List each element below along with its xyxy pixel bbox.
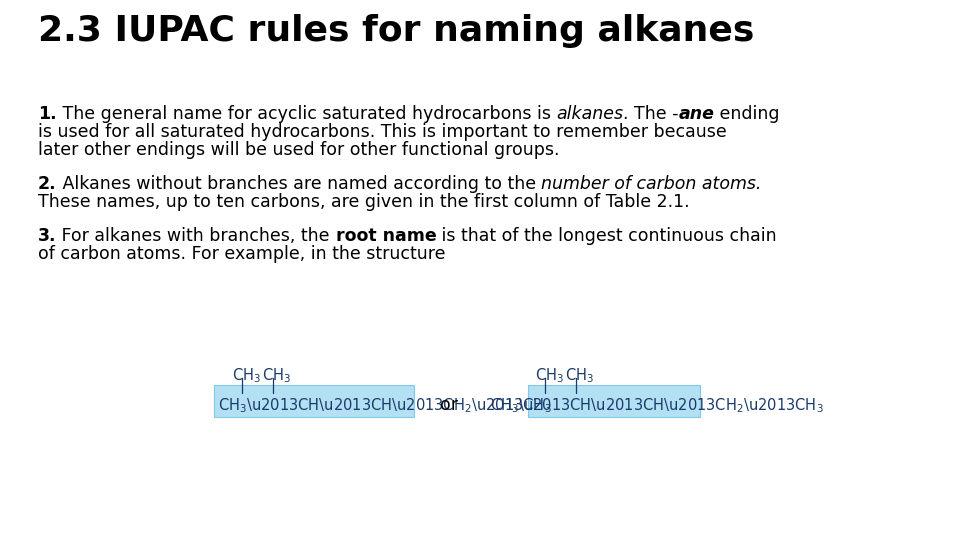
Text: CH$_3$: CH$_3$: [535, 366, 564, 384]
Text: is that of the longest continuous chain: is that of the longest continuous chain: [436, 227, 777, 245]
Text: For alkanes with branches, the: For alkanes with branches, the: [57, 227, 335, 245]
Text: CH$_3$: CH$_3$: [232, 366, 261, 384]
Text: The general name for acyclic saturated hydrocarbons is: The general name for acyclic saturated h…: [57, 105, 556, 123]
FancyBboxPatch shape: [214, 385, 414, 417]
Text: or: or: [440, 396, 458, 414]
Text: 2.3 IUPAC rules for naming alkanes: 2.3 IUPAC rules for naming alkanes: [38, 14, 755, 48]
Text: 2.: 2.: [38, 175, 57, 193]
Text: |: |: [573, 378, 578, 394]
Text: CH$_3$\u2013CH\u2013CH\u2013CH$_2$\u2013CH$_3$: CH$_3$\u2013CH\u2013CH\u2013CH$_2$\u2013…: [490, 396, 824, 415]
Text: |: |: [270, 378, 275, 394]
Text: 3.: 3.: [38, 227, 57, 245]
Text: |: |: [239, 378, 244, 394]
Text: ending: ending: [714, 105, 780, 123]
Text: . The -: . The -: [623, 105, 679, 123]
Text: ane: ane: [679, 105, 714, 123]
Text: CH$_3$\u2013CH\u2013CH\u2013CH$_2$\u2013CH$_3$: CH$_3$\u2013CH\u2013CH\u2013CH$_2$\u2013…: [218, 396, 552, 415]
Text: alkanes: alkanes: [556, 105, 623, 123]
Text: CH$_3$: CH$_3$: [565, 366, 594, 384]
Text: CH$_3$: CH$_3$: [262, 366, 291, 384]
Text: later other endings will be used for other functional groups.: later other endings will be used for oth…: [38, 141, 560, 159]
FancyBboxPatch shape: [528, 385, 700, 417]
Text: Alkanes without branches are named according to the: Alkanes without branches are named accor…: [57, 175, 541, 193]
Text: is used for all saturated hydrocarbons. This is important to remember because: is used for all saturated hydrocarbons. …: [38, 123, 727, 141]
Text: number of carbon atoms.: number of carbon atoms.: [541, 175, 761, 193]
Text: root name: root name: [335, 227, 436, 245]
Text: 1.: 1.: [38, 105, 57, 123]
Text: |: |: [542, 378, 547, 394]
Text: These names, up to ten carbons, are given in the first column of Table 2.1.: These names, up to ten carbons, are give…: [38, 193, 689, 211]
Text: of carbon atoms. For example, in the structure: of carbon atoms. For example, in the str…: [38, 245, 445, 263]
